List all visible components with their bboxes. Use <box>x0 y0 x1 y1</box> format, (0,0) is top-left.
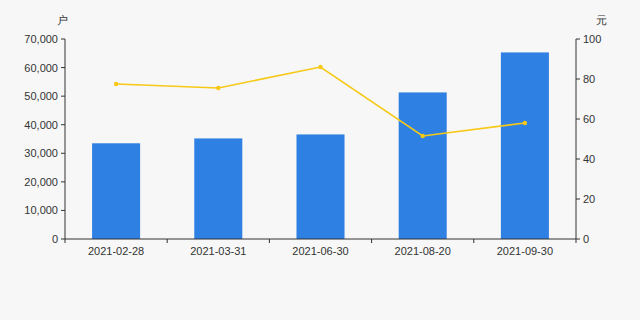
y-tick <box>61 67 65 68</box>
x-tick <box>473 239 474 243</box>
bar <box>194 138 242 239</box>
y2-tick-label: 0 <box>583 233 589 245</box>
y2-tick <box>576 39 580 40</box>
y2-tick <box>576 79 580 80</box>
x-tick <box>65 239 66 243</box>
x-tick-label: 2021-09-30 <box>497 245 553 257</box>
y-tick <box>61 210 65 211</box>
line-marker <box>216 86 220 90</box>
y2-tick-label: 80 <box>583 73 595 85</box>
chart: 0 10,000 20,000 30,000 40,000 50,000 60,000 70,… <box>0 0 640 320</box>
y2-axis-label: 元 <box>596 14 607 26</box>
y-tick-label: 70,000 <box>24 33 58 45</box>
background <box>0 0 640 320</box>
y2-tick-label: 60 <box>583 113 595 125</box>
y-tick-label: 60,000 <box>24 62 58 74</box>
y-tick-label: 40,000 <box>24 119 58 131</box>
x-tick <box>371 239 372 243</box>
x-tick-label: 2021-06-30 <box>292 245 348 257</box>
y2-tick <box>576 199 580 200</box>
y-tick <box>61 39 65 40</box>
bar <box>501 52 549 239</box>
line-marker <box>523 121 527 125</box>
y-tick <box>61 153 65 154</box>
y-tick-label: 20,000 <box>24 176 58 188</box>
x-axis <box>65 239 576 240</box>
y-tick <box>61 96 65 97</box>
marks <box>92 52 549 239</box>
y-axis-label: 户 <box>57 14 68 26</box>
y-tick-label: 0 <box>52 233 58 245</box>
y2-tick <box>576 239 580 240</box>
line <box>116 67 525 136</box>
x-tick <box>576 239 577 243</box>
x-tick-label: 2021-08-20 <box>395 245 451 257</box>
y-tick <box>61 181 65 182</box>
y2-tick-label: 40 <box>583 153 595 165</box>
bar <box>92 143 140 239</box>
line-marker <box>318 65 322 69</box>
bar <box>296 134 344 239</box>
y-tick-label: 50,000 <box>24 90 58 102</box>
y-tick-label: 10,000 <box>24 204 58 216</box>
line-marker <box>421 134 425 138</box>
y2-axis <box>576 39 577 239</box>
y-tick <box>61 239 65 240</box>
y2-tick <box>576 119 580 120</box>
x-tick <box>167 239 168 243</box>
y-tick <box>61 124 65 125</box>
bar <box>399 92 447 239</box>
y2-tick-label: 20 <box>583 193 595 205</box>
line-marker <box>114 82 118 86</box>
x-tick-label: 2021-03-31 <box>190 245 246 257</box>
x-tick <box>269 239 270 243</box>
y2-tick-label: 100 <box>583 33 601 45</box>
x-tick-label: 2021-02-28 <box>88 245 144 257</box>
y-tick-label: 30,000 <box>24 147 58 159</box>
y-axis <box>65 39 66 239</box>
y2-tick <box>576 159 580 160</box>
